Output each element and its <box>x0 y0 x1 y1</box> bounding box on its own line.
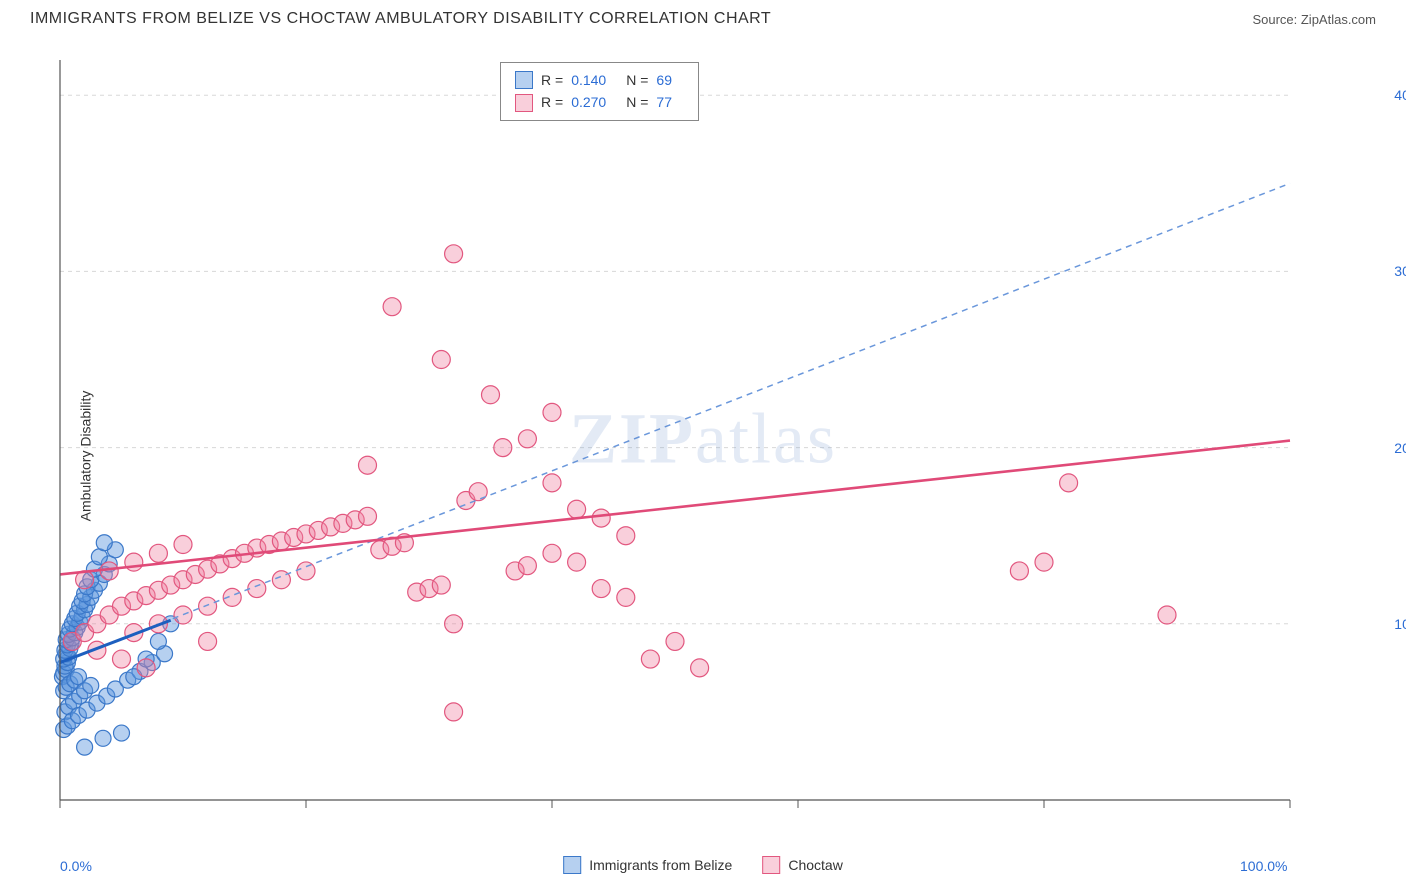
scatter-point <box>592 509 610 527</box>
legend-swatch <box>563 856 581 874</box>
r-label: R = <box>541 91 563 113</box>
scatter-point <box>125 553 143 571</box>
trend-line-solid <box>60 441 1290 575</box>
n-value: 69 <box>656 69 672 91</box>
scatter-point <box>174 536 192 554</box>
scatter-point <box>518 557 536 575</box>
scatter-point <box>137 659 155 677</box>
scatter-point <box>617 527 635 545</box>
scatter-point <box>1060 474 1078 492</box>
chart-title: IMMIGRANTS FROM BELIZE VS CHOCTAW AMBULA… <box>30 10 771 28</box>
scatter-point <box>199 632 217 650</box>
scatter-point <box>199 597 217 615</box>
scatter-point <box>149 544 167 562</box>
scatter-point <box>482 386 500 404</box>
n-label: N = <box>626 91 648 113</box>
y-tick-label: 20.0% <box>1394 440 1406 456</box>
scatter-point <box>83 677 99 693</box>
legend-swatch <box>515 71 533 89</box>
scatter-point <box>445 245 463 263</box>
scatter-point <box>77 739 93 755</box>
x-tick-label: 100.0% <box>1240 858 1287 874</box>
scatter-point <box>174 606 192 624</box>
legend-series-item: Choctaw <box>762 856 842 874</box>
legend-stat-row: R = 0.270 N = 77 <box>515 91 684 113</box>
x-tick-label: 0.0% <box>60 858 92 874</box>
n-value: 77 <box>656 91 672 113</box>
scatter-point <box>691 659 709 677</box>
legend-swatch <box>762 856 780 874</box>
scatter-point <box>518 430 536 448</box>
scatter-point <box>114 725 130 741</box>
r-value: 0.270 <box>571 91 606 113</box>
scatter-point <box>432 576 450 594</box>
scatter-point <box>150 633 166 649</box>
trend-line-dashed <box>60 183 1290 662</box>
scatter-point <box>432 351 450 369</box>
legend-series: Immigrants from Belize Choctaw <box>563 856 843 874</box>
source-link[interactable]: ZipAtlas.com <box>1301 12 1376 27</box>
scatter-point <box>543 474 561 492</box>
legend-swatch <box>515 94 533 112</box>
source-attribution: Source: ZipAtlas.com <box>1252 12 1376 27</box>
y-axis-label: Ambulatory Disability <box>77 391 93 522</box>
scatter-point <box>359 507 377 525</box>
legend-statistics: R = 0.140 N = 69 R = 0.270 N = 77 <box>500 62 699 121</box>
scatter-point <box>617 588 635 606</box>
y-tick-label: 10.0% <box>1394 616 1406 632</box>
scatter-point <box>383 298 401 316</box>
y-tick-label: 30.0% <box>1394 263 1406 279</box>
scatter-point <box>666 632 684 650</box>
y-tick-label: 40.0% <box>1394 87 1406 103</box>
scatter-point <box>445 615 463 633</box>
scatter-point <box>1035 553 1053 571</box>
n-label: N = <box>626 69 648 91</box>
scatter-point <box>568 500 586 518</box>
legend-series-label: Immigrants from Belize <box>589 857 732 873</box>
scatter-chart <box>30 40 1310 820</box>
scatter-point <box>543 544 561 562</box>
legend-stat-row: R = 0.140 N = 69 <box>515 69 684 91</box>
scatter-point <box>297 562 315 580</box>
scatter-point <box>95 730 111 746</box>
scatter-point <box>1158 606 1176 624</box>
scatter-point <box>1010 562 1028 580</box>
scatter-point <box>113 650 131 668</box>
scatter-point <box>445 703 463 721</box>
source-prefix: Source: <box>1252 12 1300 27</box>
scatter-point <box>359 456 377 474</box>
r-label: R = <box>541 69 563 91</box>
scatter-point <box>592 580 610 598</box>
legend-series-label: Choctaw <box>788 857 842 873</box>
legend-series-item: Immigrants from Belize <box>563 856 732 874</box>
scatter-point <box>96 535 112 551</box>
chart-container: Ambulatory Disability ZIPatlas R = 0.140… <box>30 40 1376 872</box>
r-value: 0.140 <box>571 69 606 91</box>
scatter-point <box>494 439 512 457</box>
scatter-point <box>568 553 586 571</box>
scatter-point <box>248 580 266 598</box>
scatter-point <box>641 650 659 668</box>
scatter-point <box>543 403 561 421</box>
